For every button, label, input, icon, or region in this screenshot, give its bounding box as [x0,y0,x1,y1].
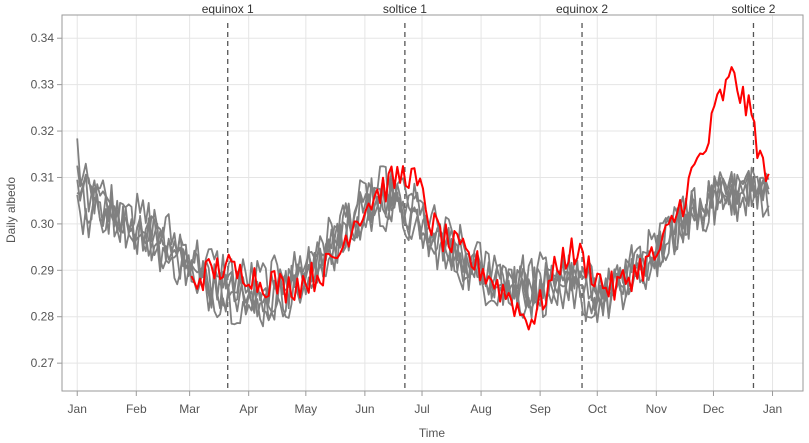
event-label: equinox 1 [202,2,254,16]
x-tick-label: Jan [763,402,782,416]
x-tick-label: Jul [414,402,429,416]
x-axis-ticks: Jan Feb Mar Apr May Jun Jul Aug Sep Oct Nov Dec Jan [68,391,782,416]
x-tick-label: Oct [588,402,607,416]
year-series-line [76,169,770,319]
x-tick-label: Jan [68,402,87,416]
y-tick-label: 0.30 [31,217,55,231]
highlight-series-line [190,66,770,331]
y-axis-ticks: 0.27 0.28 0.29 0.30 0.31 0.32 0.33 0.34 [31,31,62,370]
x-tick-label: Sep [529,402,551,416]
y-axis-label: Daily albedo [4,177,18,243]
x-tick-label: Aug [470,402,491,416]
y-tick-label: 0.34 [31,31,55,45]
y-tick-label: 0.33 [31,78,55,92]
series-lines [76,66,770,331]
x-tick-label: Nov [646,402,667,416]
x-tick-label: Apr [239,402,258,416]
y-tick-label: 0.32 [31,124,55,138]
event-label: equinox 2 [556,2,608,16]
x-tick-label: Dec [703,402,724,416]
y-tick-label: 0.27 [31,356,55,370]
x-axis-label: Time [419,426,446,440]
plot-border [61,14,804,392]
y-tick-label: 0.31 [31,170,55,184]
x-tick-label: Mar [179,402,200,416]
x-tick-label: Feb [126,402,147,416]
event-label: soltice 1 [383,2,427,16]
plot-frame [61,14,804,392]
y-tick-label: 0.29 [31,263,55,277]
year-series-line [76,138,770,305]
x-tick-label: May [294,402,317,416]
y-tick-label: 0.28 [31,310,55,324]
x-tick-label: Jun [355,402,374,416]
event-markers: equinox 1 soltice 1 equinox 2 soltice 2 [202,2,776,391]
event-label: soltice 2 [731,2,775,16]
